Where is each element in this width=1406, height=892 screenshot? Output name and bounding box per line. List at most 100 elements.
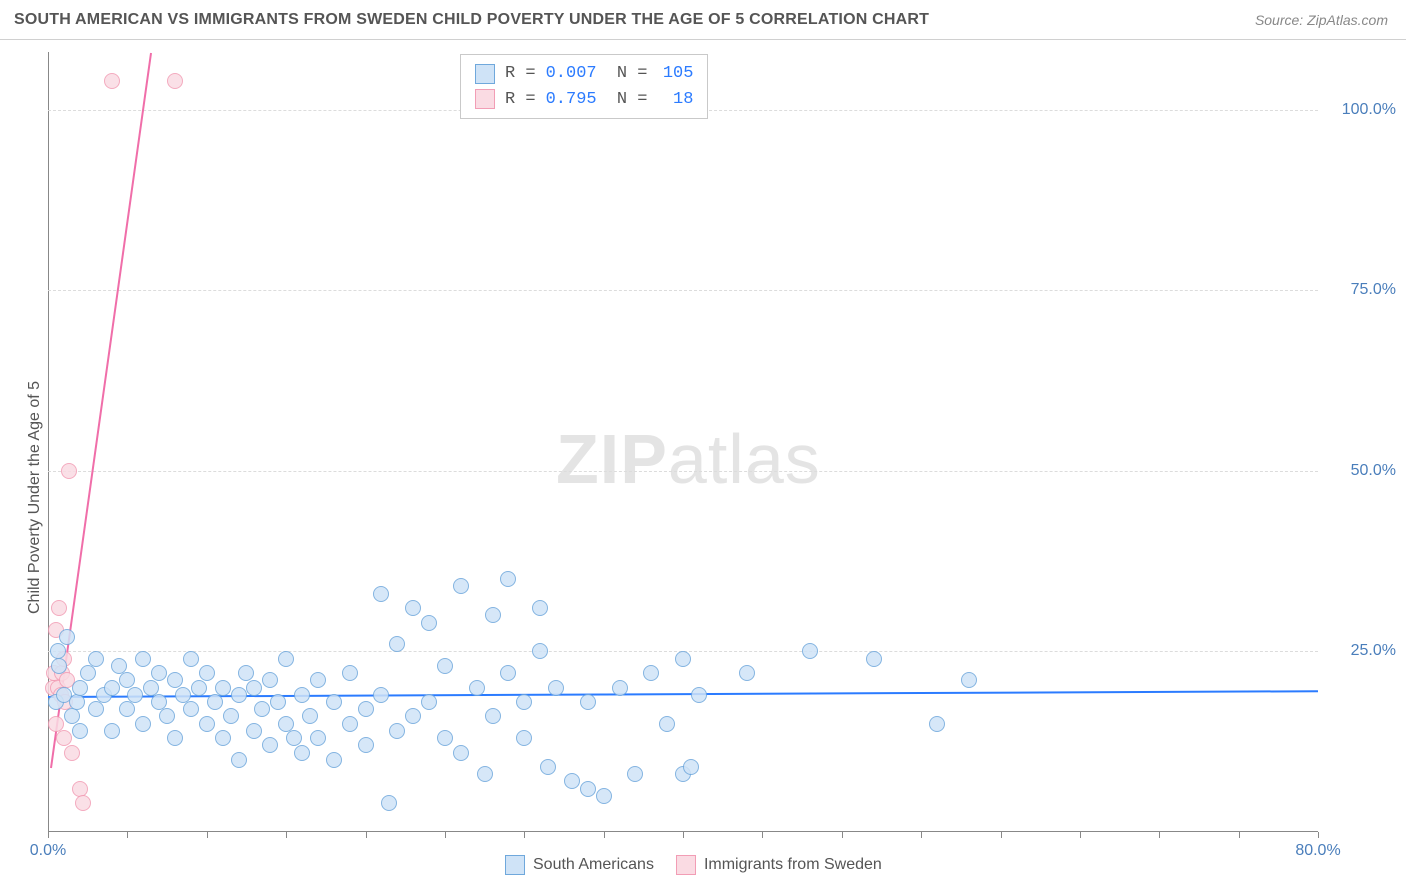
series-swatch: [475, 64, 495, 84]
data-point: [532, 643, 548, 659]
x-tick-mark: [1080, 832, 1081, 838]
data-point: [373, 687, 389, 703]
data-point: [469, 680, 485, 696]
data-point: [532, 600, 548, 616]
legend-swatch: [505, 855, 525, 875]
data-point: [64, 745, 80, 761]
data-point: [326, 752, 342, 768]
stats-row: R =0.007 N =105: [475, 61, 693, 87]
x-tick-mark: [921, 832, 922, 838]
x-tick-label: 0.0%: [30, 842, 66, 860]
data-point: [302, 708, 318, 724]
data-point: [739, 665, 755, 681]
data-point: [358, 701, 374, 717]
x-tick-mark: [604, 832, 605, 838]
data-point: [627, 766, 643, 782]
data-point: [596, 788, 612, 804]
data-point: [104, 73, 120, 89]
x-tick-mark: [366, 832, 367, 838]
data-point: [342, 665, 358, 681]
data-point: [294, 687, 310, 703]
data-point: [151, 665, 167, 681]
legend-label: Immigrants from Sweden: [704, 856, 882, 874]
y-axis-line: [48, 52, 49, 832]
gridline: [48, 290, 1318, 291]
data-point: [104, 680, 120, 696]
data-point: [207, 694, 223, 710]
data-point: [421, 694, 437, 710]
data-point: [389, 636, 405, 652]
stat-n-label: N =: [607, 87, 648, 113]
x-tick-mark: [127, 832, 128, 838]
legend-item: South Americans: [505, 855, 654, 875]
data-point: [72, 781, 88, 797]
y-tick-label: 75.0%: [1326, 281, 1396, 299]
stat-n-value: 105: [657, 61, 693, 87]
chart-header: SOUTH AMERICAN VS IMMIGRANTS FROM SWEDEN…: [0, 0, 1406, 40]
data-point: [278, 651, 294, 667]
data-point: [310, 730, 326, 746]
data-point: [516, 694, 532, 710]
x-tick-mark: [683, 832, 684, 838]
data-point: [254, 701, 270, 717]
data-point: [159, 708, 175, 724]
data-point: [310, 672, 326, 688]
data-point: [80, 665, 96, 681]
x-tick-mark: [762, 832, 763, 838]
data-point: [135, 716, 151, 732]
data-point: [326, 694, 342, 710]
data-point: [500, 665, 516, 681]
data-point: [580, 781, 596, 797]
stat-r-label: R =: [505, 87, 536, 113]
data-point: [199, 716, 215, 732]
data-point: [358, 737, 374, 753]
data-point: [405, 708, 421, 724]
data-point: [437, 730, 453, 746]
data-point: [485, 607, 501, 623]
data-point: [961, 672, 977, 688]
data-point: [643, 665, 659, 681]
data-point: [167, 73, 183, 89]
data-point: [199, 665, 215, 681]
data-point: [246, 680, 262, 696]
stat-r-label: R =: [505, 61, 536, 87]
data-point: [453, 578, 469, 594]
data-point: [342, 716, 358, 732]
legend-label: South Americans: [533, 856, 654, 874]
data-point: [246, 723, 262, 739]
data-point: [223, 708, 239, 724]
data-point: [516, 730, 532, 746]
bottom-legend: South Americans Immigrants from Sweden: [505, 855, 882, 875]
data-point: [167, 730, 183, 746]
stat-r-value: 0.007: [546, 61, 597, 87]
stats-row: R =0.795 N =18: [475, 87, 693, 113]
data-point: [866, 651, 882, 667]
data-point: [802, 643, 818, 659]
data-point: [262, 737, 278, 753]
data-point: [929, 716, 945, 732]
data-point: [659, 716, 675, 732]
data-point: [104, 723, 120, 739]
gridline: [48, 471, 1318, 472]
data-point: [262, 672, 278, 688]
data-point: [231, 752, 247, 768]
x-tick-mark: [1159, 832, 1160, 838]
data-point: [453, 745, 469, 761]
data-point: [373, 586, 389, 602]
data-point: [675, 651, 691, 667]
data-point: [88, 701, 104, 717]
y-tick-label: 50.0%: [1326, 462, 1396, 480]
data-point: [119, 701, 135, 717]
data-point: [564, 773, 580, 789]
data-point: [500, 571, 516, 587]
data-point: [61, 463, 77, 479]
data-point: [215, 680, 231, 696]
chart-title: SOUTH AMERICAN VS IMMIGRANTS FROM SWEDEN…: [14, 11, 929, 29]
series-swatch: [475, 89, 495, 109]
y-tick-label: 25.0%: [1326, 642, 1396, 660]
x-tick-mark: [207, 832, 208, 838]
data-point: [485, 708, 501, 724]
data-point: [389, 723, 405, 739]
watermark: ZIPatlas: [556, 419, 821, 499]
x-tick-mark: [524, 832, 525, 838]
